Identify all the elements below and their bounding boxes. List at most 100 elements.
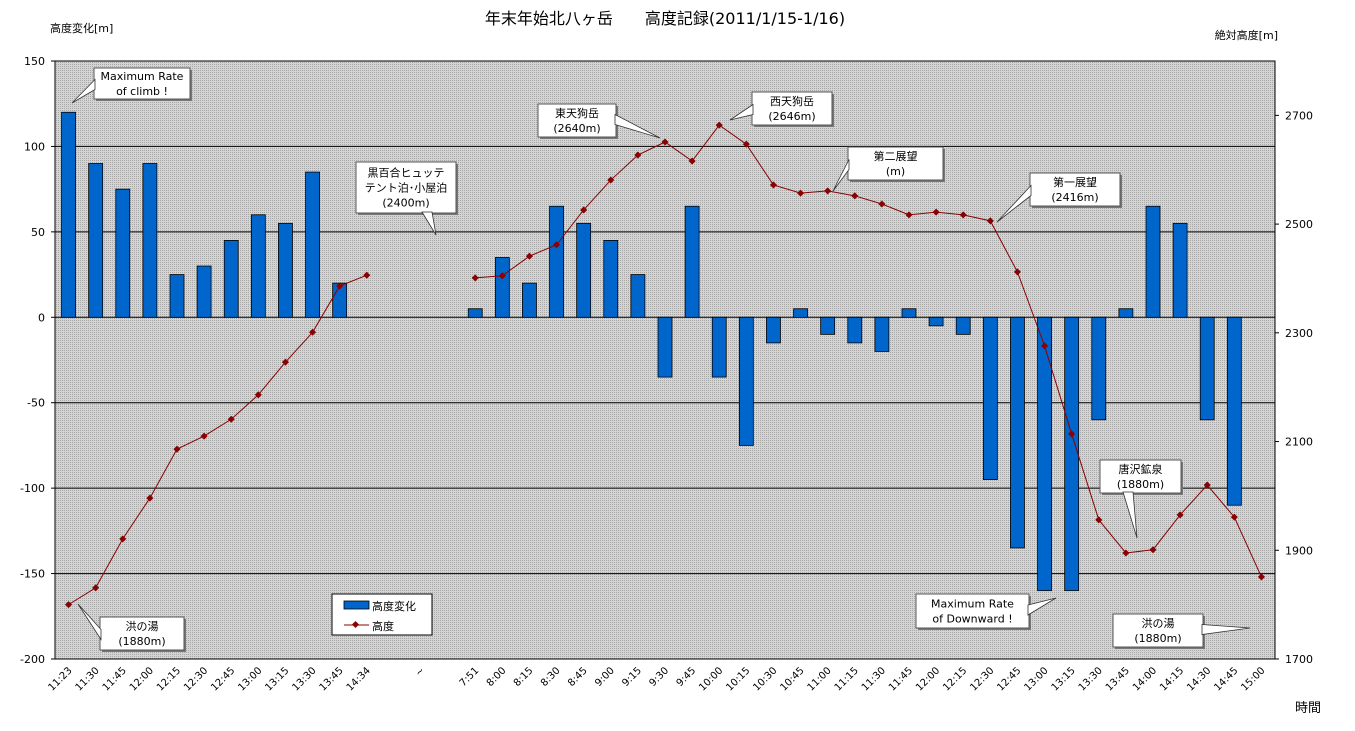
annotation-text: (2400m) bbox=[382, 197, 429, 210]
altitude-point-8:45 bbox=[580, 206, 588, 214]
altitude-point-11:15 bbox=[851, 192, 859, 200]
altitude-point-13:45 bbox=[336, 282, 344, 290]
bar-9:30 bbox=[657, 316, 673, 378]
annotation-callout: 第二展望 (m) bbox=[832, 146, 945, 192]
annotation-callout: 洪の湯 (1880m) bbox=[77, 603, 186, 652]
altitude-point-8:15 bbox=[525, 252, 533, 260]
x-axis-title: 時間 bbox=[1295, 701, 1321, 716]
bar-8:45 bbox=[576, 222, 592, 318]
x-tick-label: 12:15 bbox=[941, 665, 969, 693]
altitude-point-11:45 bbox=[119, 535, 127, 543]
altitude-point-8:00 bbox=[498, 272, 506, 280]
left-tick-label: 0 bbox=[38, 311, 45, 324]
altitude-point-12:30 bbox=[200, 432, 208, 440]
left-tick-label: 100 bbox=[24, 140, 45, 153]
x-tick-label: 9:45 bbox=[675, 665, 699, 689]
annotation-text: 第一展望 bbox=[1053, 175, 1097, 189]
bar-11:45 bbox=[901, 308, 917, 318]
annotation-text: 洪の湯 bbox=[126, 619, 159, 633]
legend-label-line: 高度 bbox=[372, 619, 394, 633]
x-tick-label: 10:30 bbox=[751, 665, 779, 693]
bar-10:15 bbox=[738, 316, 754, 446]
bar-9:45 bbox=[684, 205, 700, 318]
bar-11:23 bbox=[61, 111, 76, 318]
altitude-point-12:00 bbox=[146, 494, 154, 502]
left-tick-label: -150 bbox=[20, 568, 45, 581]
bar-12:00 bbox=[142, 163, 158, 318]
annotation-text: (2640m) bbox=[553, 122, 600, 135]
chart-title: 年末年始北八ヶ岳 高度記録(2011/1/15-1/16) bbox=[485, 9, 845, 28]
altitude-point-8:30 bbox=[553, 241, 561, 249]
annotation-text: (2646m) bbox=[768, 110, 815, 123]
x-tick-label: 15:00 bbox=[1239, 665, 1267, 693]
right-tick-label: 2500 bbox=[1285, 218, 1313, 231]
annotation-callout: Maximum Rate of Downward ! bbox=[915, 593, 1057, 630]
left-tick-label: 150 bbox=[24, 55, 45, 68]
annotation-text: Maximum Rate bbox=[101, 70, 184, 83]
x-tick-label: 12:30 bbox=[968, 665, 996, 693]
x-tick-label: 11:23 bbox=[47, 665, 75, 693]
annotation-text: 第二展望 bbox=[874, 149, 918, 163]
x-tick-label: 11:45 bbox=[887, 665, 915, 693]
x-tick-label: 10:45 bbox=[779, 665, 807, 693]
x-tick-label: 14:00 bbox=[1131, 665, 1159, 693]
annotation-callout: Maximum Rate of climb ! bbox=[71, 67, 192, 104]
altitude-point-10:45 bbox=[797, 189, 805, 197]
altitude-point-10:30 bbox=[769, 181, 777, 189]
altitude-point-11:00 bbox=[824, 187, 832, 195]
annotation-text: 西天狗岳 bbox=[770, 95, 814, 108]
bar-11:30 bbox=[874, 316, 890, 352]
x-tick-label: 11:30 bbox=[74, 665, 102, 693]
right-tick-label: 2700 bbox=[1285, 109, 1313, 122]
bar-11:15 bbox=[847, 316, 863, 344]
bar-13:45 bbox=[1118, 308, 1134, 318]
altitude-point-9:00 bbox=[607, 176, 615, 184]
bar-13:15 bbox=[278, 222, 293, 318]
altitude-point-10:15 bbox=[742, 140, 750, 148]
altitude-point-9:15 bbox=[634, 151, 642, 159]
x-tick-label: 8:15 bbox=[512, 665, 536, 689]
altitude-point-11:45 bbox=[905, 211, 913, 219]
bar-10:30 bbox=[766, 316, 781, 344]
bar-12:30 bbox=[982, 316, 998, 480]
bar-13:30 bbox=[1091, 316, 1107, 421]
x-tick-label: 14:34 bbox=[345, 665, 373, 693]
annotation-text: 洪の湯 bbox=[1142, 616, 1175, 630]
bar-10:45 bbox=[793, 308, 808, 318]
x-tick-label: 13:45 bbox=[1104, 665, 1132, 693]
bar-8:00 bbox=[494, 257, 510, 318]
x-tick-label: 12:45 bbox=[209, 665, 237, 693]
bar-14:30 bbox=[1199, 316, 1215, 421]
altitude-line bbox=[68, 274, 367, 606]
x-tick-label: 11:00 bbox=[806, 665, 834, 693]
left-tick-label: -100 bbox=[20, 482, 45, 495]
x-tick-label: 8:30 bbox=[539, 665, 563, 689]
x-tick-label: 11:45 bbox=[101, 665, 129, 693]
x-tick-label: 14:15 bbox=[1158, 665, 1186, 693]
altitude-point-13:30 bbox=[309, 328, 317, 336]
x-tick-label: 7:51 bbox=[458, 665, 482, 689]
bar-8:15 bbox=[522, 282, 537, 318]
annotation-text: (m) bbox=[886, 165, 905, 178]
annotation-callout: 東天狗岳 (2640m) bbox=[537, 103, 661, 139]
bar-12:45 bbox=[1010, 316, 1025, 549]
left-axis-title: 高度変化[m] bbox=[50, 21, 113, 35]
right-tick-label: 2300 bbox=[1285, 327, 1313, 340]
left-tick-label: -200 bbox=[20, 653, 45, 666]
bar-12:45 bbox=[223, 239, 239, 318]
annotation-text: 東天狗岳 bbox=[555, 107, 599, 120]
altitude-point-13:15 bbox=[281, 358, 289, 366]
altitude-point-14:34 bbox=[363, 271, 371, 279]
bar-13:00 bbox=[1037, 316, 1052, 592]
legend-label-bar: 高度変化 bbox=[372, 599, 416, 613]
bar-11:00 bbox=[820, 316, 836, 335]
altitude-point-12:30 bbox=[986, 217, 994, 225]
bar-13:00 bbox=[250, 214, 266, 318]
bar-12:00 bbox=[928, 316, 944, 327]
altitude-point-10:00 bbox=[715, 121, 723, 129]
x-tick-label: 12:15 bbox=[155, 665, 183, 693]
altitude-point-11:30 bbox=[92, 584, 100, 592]
altitude-point-9:45 bbox=[688, 157, 696, 165]
x-tick-label: 10:15 bbox=[724, 665, 752, 693]
